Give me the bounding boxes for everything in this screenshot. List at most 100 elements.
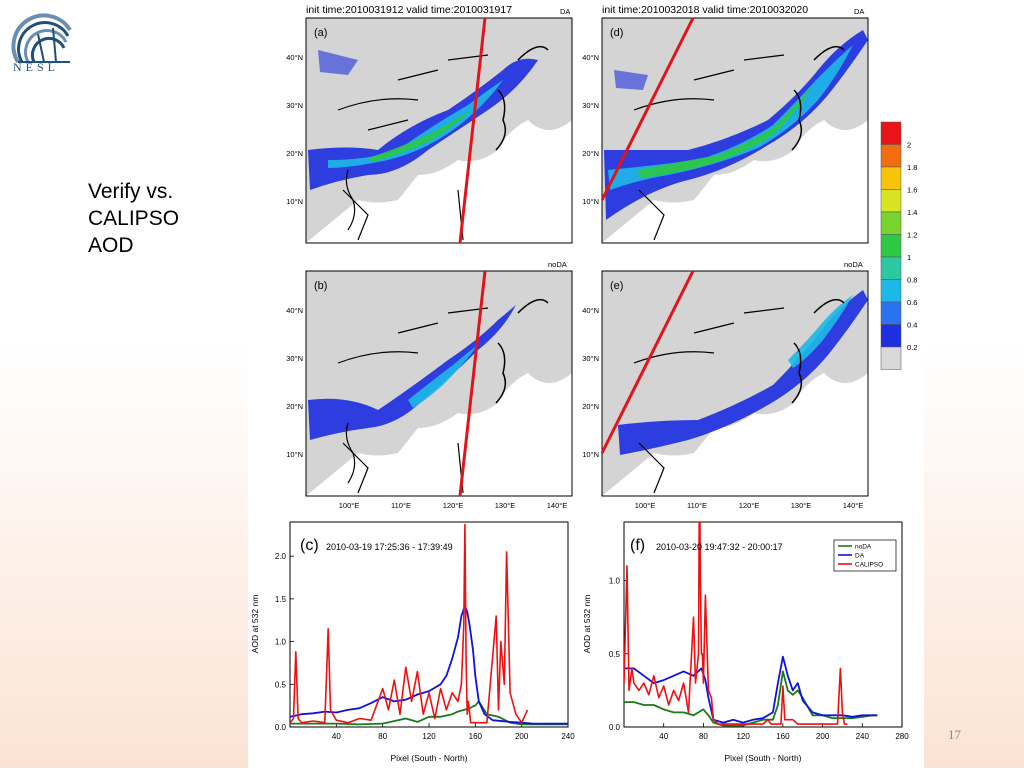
colorbar-label: 2 bbox=[907, 141, 911, 150]
map-mode-label: DA bbox=[560, 7, 570, 16]
map-lat-label: 30°N bbox=[582, 101, 599, 110]
slide-line: AOD bbox=[88, 234, 134, 257]
y-tick-label: 2.0 bbox=[275, 552, 287, 561]
colorbar-swatch bbox=[880, 346, 902, 370]
colorbar-swatch bbox=[880, 324, 902, 348]
map-frame bbox=[305, 270, 573, 497]
slide-number: 17 bbox=[948, 727, 961, 742]
map-lon-label: 130°E bbox=[791, 501, 812, 510]
slide-line: Verify vs. bbox=[88, 180, 174, 203]
map-lat-label: 10°N bbox=[582, 450, 599, 459]
chart-panel-tag: (f) bbox=[630, 537, 645, 554]
chart-legend: noDA DA CALIPSO bbox=[833, 539, 897, 572]
map-frame bbox=[305, 17, 573, 244]
map-lon-label: 140°E bbox=[843, 501, 864, 510]
x-tick-label: 160 bbox=[469, 732, 483, 741]
map-panel-tag: (b) bbox=[314, 280, 327, 292]
colorbar-label: 1 bbox=[907, 253, 911, 262]
y-tick-label: 0.5 bbox=[275, 680, 287, 689]
x-tick-label: 280 bbox=[895, 732, 909, 741]
figure-panel: init time:2010031912 valid time:20100319… bbox=[248, 0, 924, 768]
map-lat-label: 30°N bbox=[286, 101, 303, 110]
map-lat-label: 40°N bbox=[286, 306, 303, 315]
series-line-da bbox=[290, 604, 568, 725]
colorbar-swatch bbox=[880, 166, 902, 190]
chart-ylabel: AOD at 532 nm bbox=[582, 595, 592, 654]
legend-label: DA bbox=[855, 553, 865, 560]
map-mode-label: noDA bbox=[548, 260, 567, 269]
map-mode-label: DA bbox=[854, 7, 864, 16]
chart-title: 2010-03-19 17:25:36 - 17:39:49 bbox=[326, 542, 453, 552]
map-panel-e bbox=[602, 271, 868, 496]
chart-title: 2010-03-20 19:47:32 - 20:00:17 bbox=[656, 542, 783, 552]
calipso-track-d bbox=[600, 17, 695, 201]
figure-svg: init time:2010031912 valid time:20100319… bbox=[250, 4, 917, 763]
x-tick-label: 80 bbox=[378, 732, 387, 741]
x-tick-label: 80 bbox=[699, 732, 708, 741]
series-line-calipso bbox=[290, 523, 529, 724]
y-tick-label: 0.0 bbox=[609, 723, 621, 732]
colorbar-label: 1.2 bbox=[907, 231, 917, 240]
calipso-track-b bbox=[458, 270, 487, 497]
map-lon-label: 140°E bbox=[547, 501, 568, 510]
chart-panel-tag: (c) bbox=[300, 537, 319, 554]
map-lat-label: 20°N bbox=[286, 149, 303, 158]
map-lon-label: 100°E bbox=[635, 501, 656, 510]
series-line-noda bbox=[624, 670, 878, 727]
x-tick-label: 200 bbox=[816, 732, 830, 741]
legend-label: CALIPSO bbox=[855, 562, 883, 569]
colorbar-swatch bbox=[880, 211, 902, 235]
map-panel-b bbox=[306, 271, 572, 496]
map-lat-label: 10°N bbox=[582, 197, 599, 206]
colorbar-label: 1.8 bbox=[907, 163, 917, 172]
map-panel-tag: (d) bbox=[610, 27, 623, 39]
calipso-track-a bbox=[458, 17, 487, 244]
map-lon-label: 120°E bbox=[443, 501, 464, 510]
map-lat-label: 10°N bbox=[286, 197, 303, 206]
chart-c: 40 80 120 160 200 240 0.0 0.5 1.0 1.5 2.0 bbox=[275, 523, 575, 741]
y-tick-label: 1.0 bbox=[275, 638, 287, 647]
map-lat-label: 10°N bbox=[286, 450, 303, 459]
colorbar-swatch bbox=[880, 144, 902, 168]
map-frame bbox=[601, 270, 869, 497]
colorbar-label: 1.4 bbox=[907, 208, 917, 217]
map-lat-label: 20°N bbox=[582, 149, 599, 158]
colorbar: 2 1.8 1.6 1.4 1.2 1 0.8 0.6 0.4 0.2 bbox=[880, 121, 917, 370]
slide-line: CALIPSO bbox=[88, 207, 180, 230]
map-mode-label: noDA bbox=[844, 260, 863, 269]
x-tick-label: 40 bbox=[659, 732, 668, 741]
colorbar-swatch bbox=[880, 301, 902, 325]
map-panel-a bbox=[306, 18, 572, 243]
x-tick-label: 200 bbox=[515, 732, 529, 741]
chart-f: 40 80 120 160 200 240 280 0.0 0.5 1.0 bbox=[609, 522, 909, 741]
map-lat-label: 40°N bbox=[582, 53, 599, 62]
map-lon-label: 120°E bbox=[739, 501, 760, 510]
colorbar-swatch bbox=[880, 234, 902, 258]
colorbar-swatch bbox=[880, 121, 902, 145]
colorbar-label: 0.4 bbox=[907, 321, 917, 330]
chart-f-frame bbox=[623, 521, 903, 728]
colorbar-swatch bbox=[880, 256, 902, 280]
map-lat-label: 30°N bbox=[286, 354, 303, 363]
y-tick-label: 1.5 bbox=[275, 595, 287, 604]
map-lon-label: 110°E bbox=[687, 501, 707, 510]
map-header: init time:2010032018 valid time:20100320… bbox=[602, 4, 808, 16]
series-line-calipso bbox=[624, 522, 848, 725]
series-line-noda bbox=[290, 700, 568, 726]
map-lon-label: 100°E bbox=[339, 501, 360, 510]
colorbar-label: 0.2 bbox=[907, 343, 917, 352]
map-panel-tag: (a) bbox=[314, 27, 327, 39]
map-panel-d bbox=[602, 18, 868, 243]
colorbar-label: 1.6 bbox=[907, 186, 917, 195]
map-lon-label: 110°E bbox=[391, 501, 411, 510]
x-tick-label: 240 bbox=[561, 732, 575, 741]
map-lon-label: 130°E bbox=[495, 501, 516, 510]
y-tick-label: 0.0 bbox=[275, 723, 287, 732]
x-tick-label: 160 bbox=[776, 732, 790, 741]
colorbar-swatch bbox=[880, 189, 902, 213]
x-tick-label: 120 bbox=[736, 732, 750, 741]
legend-label: noDA bbox=[855, 544, 872, 551]
map-lat-label: 20°N bbox=[286, 402, 303, 411]
nesl-globe-icon bbox=[11, 13, 72, 64]
x-tick-label: 120 bbox=[422, 732, 436, 741]
